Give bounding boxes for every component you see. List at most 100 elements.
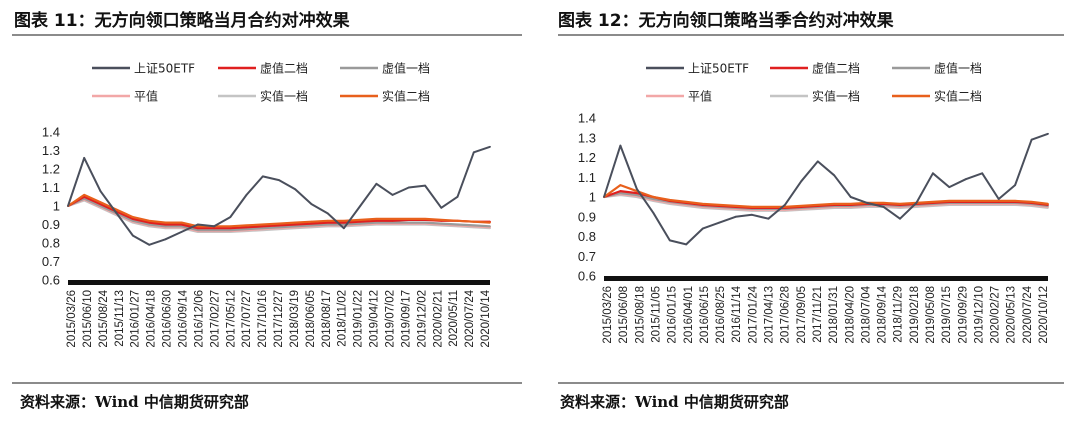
data-point-5-19 [375, 218, 378, 220]
x-tick-label-6: 2016/06/15 [699, 286, 711, 344]
x-tick-label-2: 2015/08/18 [634, 286, 646, 344]
x-axis-bar [604, 276, 1048, 281]
x-tick-label-11: 2017/06/28 [780, 286, 792, 344]
y-tick-label-2: 0.8 [42, 236, 60, 251]
x-tick-label-10: 2017/05/12 [225, 290, 237, 348]
data-point-1-5 [148, 221, 151, 224]
data-point-1-6 [164, 223, 167, 226]
data-point-1-1 [619, 190, 622, 193]
data-point-0-4 [132, 234, 134, 237]
data-point-5-3 [115, 208, 118, 211]
data-point-5-10 [767, 206, 770, 208]
data-point-0-15 [849, 196, 852, 198]
data-point-5-14 [833, 203, 836, 205]
data-point-5-27 [1047, 203, 1049, 205]
data-point-5-23 [981, 200, 984, 202]
data-point-5-21 [948, 200, 951, 202]
data-point-0-7 [180, 231, 183, 233]
data-point-0-19 [375, 182, 378, 185]
data-point-2-8 [196, 229, 199, 232]
footer-rule [12, 382, 522, 384]
x-tick-label-2: 2015/08/24 [98, 289, 110, 347]
data-point-2-17 [343, 223, 345, 226]
data-point-0-26 [1030, 138, 1033, 141]
x-tick-label-15: 2018/04/20 [844, 286, 856, 344]
data-point-5-2 [99, 201, 102, 204]
y-tick-label-4: 1 [53, 199, 60, 214]
x-tick-label-24: 2020/05/11 [448, 290, 460, 347]
data-point-0-9 [751, 213, 753, 216]
y-tick-label-7: 1.3 [42, 143, 60, 158]
x-tick-label-19: 2019/04/12 [369, 290, 381, 348]
data-point-1-17 [343, 221, 345, 224]
data-point-5-26 [489, 221, 491, 224]
data-point-0-2 [636, 188, 638, 191]
y-tick-label-7: 1.3 [578, 130, 596, 145]
data-point-5-12 [800, 205, 803, 207]
y-tick-label-0: 0.6 [578, 269, 596, 284]
data-point-5-22 [964, 200, 967, 202]
data-point-1-16 [326, 221, 329, 224]
data-point-0-17 [882, 206, 885, 208]
y-tick-label-2: 0.8 [578, 229, 596, 244]
data-point-5-26 [1030, 201, 1033, 203]
x-tick-label-9: 2017/02/27 [209, 290, 221, 348]
data-point-1-7 [180, 223, 183, 226]
data-point-0-16 [866, 202, 868, 204]
data-point-0-13 [816, 160, 819, 163]
data-point-2-1 [619, 192, 622, 195]
data-point-5-7 [180, 221, 183, 224]
data-point-0-5 [685, 243, 688, 246]
x-tick-label-10: 2017/04/13 [764, 286, 776, 344]
x-tick-label-3: 2015/11/05 [650, 286, 662, 343]
x-tick-label-16: 2018/08/17 [321, 290, 333, 348]
data-point-2-20 [391, 221, 394, 224]
x-tick-label-4: 2016/01/27 [130, 290, 142, 348]
data-point-0-22 [964, 178, 967, 181]
data-point-0-23 [440, 206, 443, 209]
data-point-2-15 [310, 224, 313, 227]
data-point-0-4 [668, 239, 671, 242]
data-point-2-25 [472, 224, 475, 227]
title-rule [12, 34, 522, 36]
data-point-1-14 [294, 223, 297, 226]
data-point-5-5 [685, 201, 688, 203]
data-point-1-10 [229, 227, 232, 230]
data-point-0-11 [245, 194, 248, 196]
data-point-2-18 [359, 222, 362, 225]
data-point-0-5 [148, 243, 151, 246]
data-point-2-5 [148, 223, 151, 226]
data-point-2-13 [278, 226, 280, 229]
x-tick-label-27: 2020/10/12 [1038, 286, 1050, 344]
x-tick-label-19: 2019/02/18 [909, 286, 921, 344]
chart-panel-quarter: 图表 12：无方向领口策略当季合约对冲效果 上证50ETF 虚值二档 虚值一档 平值 实… [540, 0, 1080, 423]
chart-panel-month: 图表 11：无方向领口策略当月合约对冲效果 上证50ETF 虚值二档 虚值一档 平值 实… [12, 11, 522, 411]
y-tick-label-6: 1.2 [42, 162, 60, 177]
data-point-2-21 [407, 221, 410, 224]
data-point-0-6 [164, 238, 167, 241]
x-tick-label-22: 2019/12/02 [416, 290, 428, 348]
x-tick-label-5: 2016/04/18 [146, 290, 158, 348]
data-point-0-0 [67, 205, 69, 207]
data-point-2-22 [424, 221, 426, 224]
data-point-5-24 [997, 200, 1000, 202]
data-point-5-7 [718, 204, 720, 206]
data-point-5-10 [229, 225, 232, 228]
data-point-5-13 [816, 204, 819, 206]
data-point-2-24 [456, 223, 459, 226]
data-point-5-15 [849, 203, 852, 205]
x-tick-label-5: 2016/04/01 [683, 286, 695, 344]
data-point-0-24 [456, 195, 459, 198]
data-point-1-12 [261, 225, 264, 228]
data-point-0-8 [196, 223, 199, 226]
data-point-0-21 [948, 186, 951, 189]
y-tick-label-3: 0.9 [42, 217, 60, 232]
legend-label-0: 上证50ETF [688, 62, 749, 76]
data-point-1-19 [375, 219, 378, 222]
data-point-5-20 [932, 201, 934, 203]
data-point-1-4 [132, 218, 134, 220]
legend-label-2: 虚值一档 [934, 61, 982, 76]
source-note: 资料来源：Wind 中信期货研究部 [560, 393, 789, 411]
x-tick-label-23: 2020/02/21 [432, 290, 444, 348]
